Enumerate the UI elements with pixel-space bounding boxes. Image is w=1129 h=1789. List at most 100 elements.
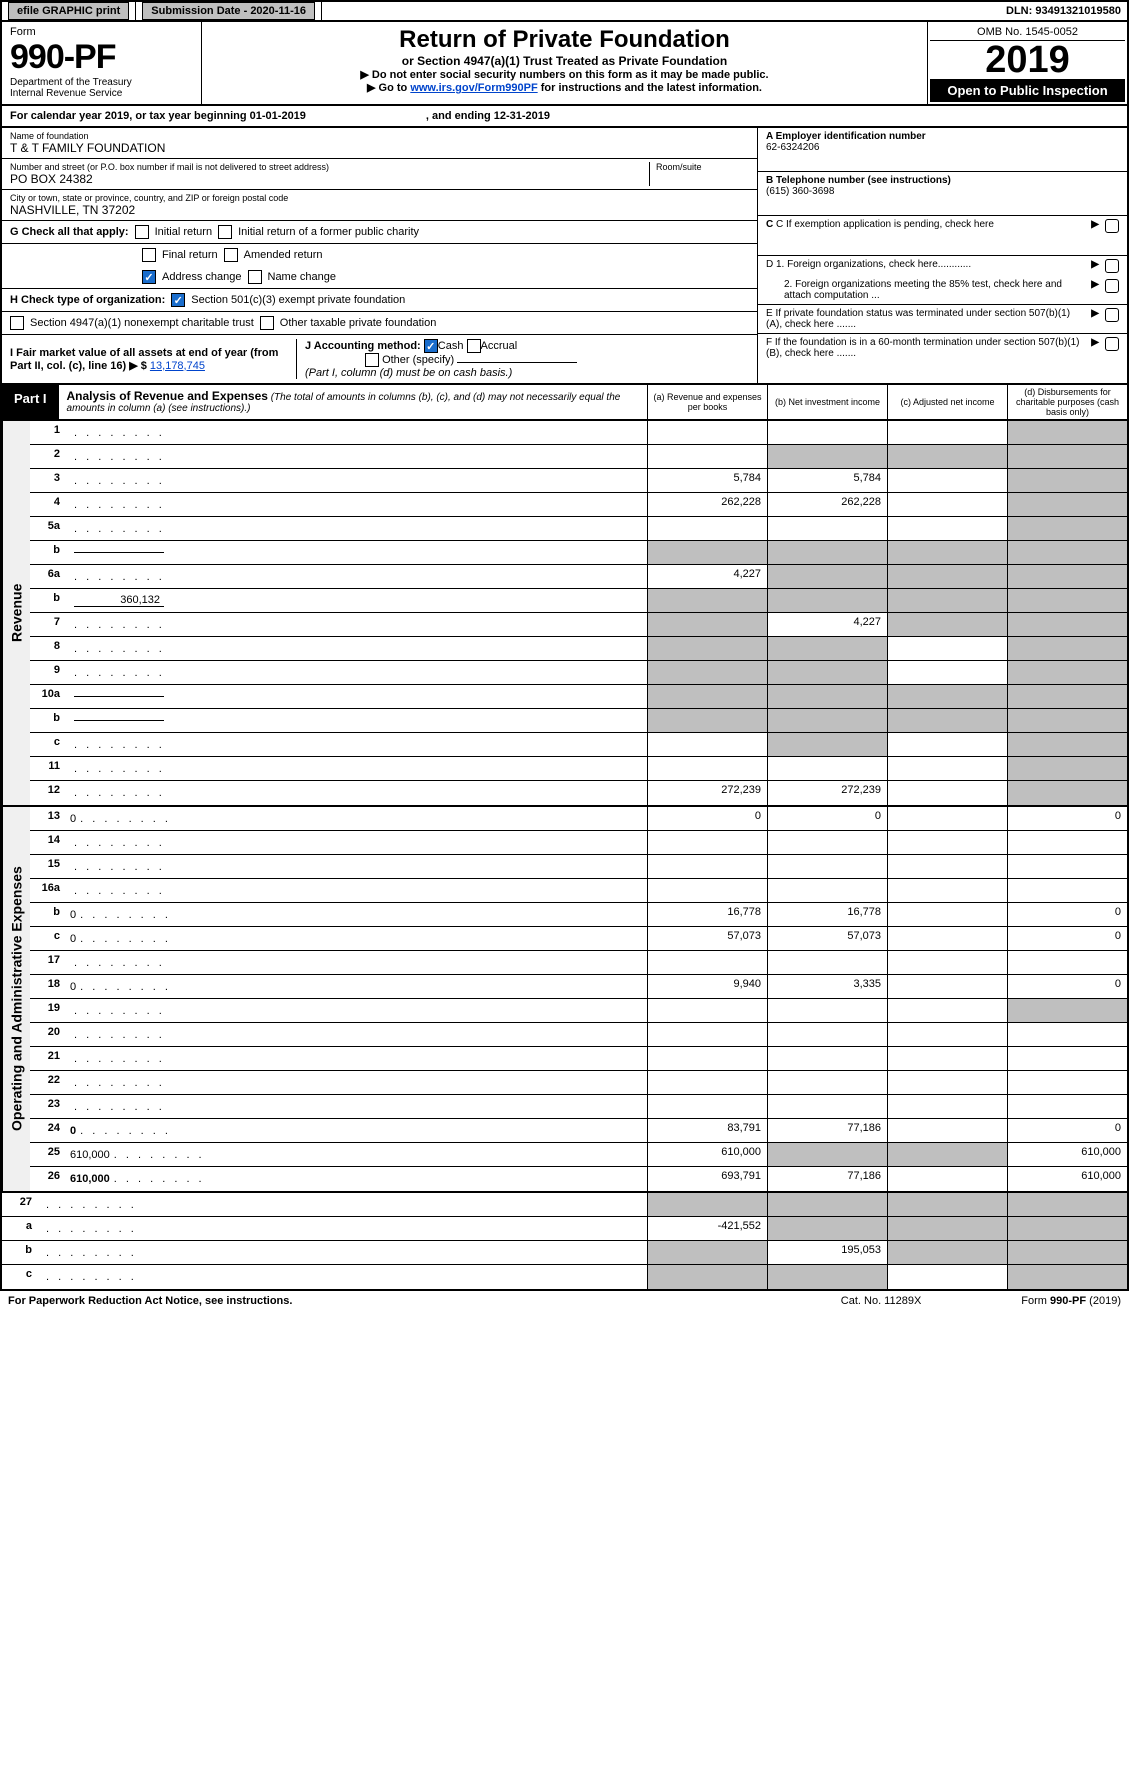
line-description: . . . . . . . . [66, 493, 647, 516]
inline-value [74, 720, 164, 721]
cell-b [767, 637, 887, 660]
efile-button[interactable]: efile GRAPHIC print [8, 2, 129, 20]
city-state-zip: NASHVILLE, TN 37202 [10, 203, 749, 217]
checkbox-d2[interactable] [1105, 279, 1119, 293]
cell-d [1007, 421, 1127, 444]
cell-c [887, 951, 1007, 974]
cell-a [647, 709, 767, 732]
checkbox-name-change[interactable] [248, 270, 262, 284]
h-checkline-2: Section 4947(a)(1) nonexempt charitable … [2, 312, 757, 335]
cell-a: 610,000 [647, 1143, 767, 1166]
line-description: 0 . . . . . . . . [66, 903, 647, 926]
cell-a [647, 421, 767, 444]
line-number: 11 [30, 757, 66, 780]
line-number: c [30, 733, 66, 756]
irs-link[interactable]: www.irs.gov/Form990PF [410, 82, 537, 94]
table-row: c . . . . . . . . [30, 733, 1127, 757]
fmv-link[interactable]: 13,178,745 [150, 360, 205, 372]
cell-b: 77,186 [767, 1167, 887, 1191]
cell-c [887, 469, 1007, 492]
line-number: 16a [30, 879, 66, 902]
table-row: 3 . . . . . . . . 5,784 5,784 [30, 469, 1127, 493]
cell-c [887, 1167, 1007, 1191]
expenses-side-label: Operating and Administrative Expenses [2, 807, 30, 1191]
line-description: . . . . . . . . [38, 1217, 647, 1240]
cell-b [767, 855, 887, 878]
form-ref: Form 990-PF (2019) [1021, 1295, 1121, 1307]
ij-row: I Fair market value of all assets at end… [2, 335, 757, 383]
line-number: 26 [30, 1167, 66, 1191]
cell-a: 5,784 [647, 469, 767, 492]
cell-d [1007, 613, 1127, 636]
cell-c [887, 1265, 1007, 1289]
table-row: 1 . . . . . . . . [30, 421, 1127, 445]
line-description: 0 . . . . . . . . [66, 1119, 647, 1142]
cell-a [647, 613, 767, 636]
line-description: . . . . . . . . [66, 1071, 647, 1094]
line-27-block: 27 . . . . . . . . a . . . . . . . . -42… [0, 1193, 1129, 1291]
checkbox-other-method[interactable] [365, 353, 379, 367]
cell-d [1007, 469, 1127, 492]
line-description: . . . . . . . . [66, 1047, 647, 1070]
line-description [66, 541, 647, 564]
form-number: 990-PF [10, 38, 193, 77]
checkbox-f[interactable] [1105, 337, 1119, 351]
cell-d [1007, 517, 1127, 540]
line-number: 17 [30, 951, 66, 974]
cell-a [647, 879, 767, 902]
checkbox-other-taxable[interactable] [260, 316, 274, 330]
checkbox-e[interactable] [1105, 308, 1119, 322]
cell-b: 272,239 [767, 781, 887, 805]
cell-d: 0 [1007, 1119, 1127, 1142]
line-description [66, 685, 647, 708]
name-row: Name of foundation T & T FAMILY FOUNDATI… [2, 128, 757, 159]
cell-d [1007, 1095, 1127, 1118]
header-right: OMB No. 1545-0052 2019 Open to Public In… [927, 22, 1127, 104]
submission-date: Submission Date - 2020-11-16 [142, 2, 315, 20]
table-row: b . . . . . . . . 195,053 [2, 1241, 1127, 1265]
checkbox-final-return[interactable] [142, 248, 156, 262]
line-number: 19 [30, 999, 66, 1022]
table-row: 7 . . . . . . . . 4,227 [30, 613, 1127, 637]
checkbox-address-change[interactable]: ✓ [142, 270, 156, 284]
cell-d [1007, 589, 1127, 612]
checkbox-d1[interactable] [1105, 259, 1119, 273]
line-description: . . . . . . . . [66, 757, 647, 780]
expenses-table: Operating and Administrative Expenses 13… [0, 807, 1129, 1193]
checkbox-4947[interactable] [10, 316, 24, 330]
line-number: b [30, 709, 66, 732]
checkbox-501c3[interactable]: ✓ [171, 293, 185, 307]
cell-d [1007, 1241, 1127, 1264]
cell-b: 3,335 [767, 975, 887, 998]
cell-d [1007, 855, 1127, 878]
table-row: 9 . . . . . . . . [30, 661, 1127, 685]
line-description: . . . . . . . . [66, 637, 647, 660]
cell-b: 5,784 [767, 469, 887, 492]
checkbox-accrual[interactable] [467, 339, 481, 353]
revenue-table: Revenue 1 . . . . . . . . 2 . . . . . . … [0, 421, 1129, 807]
line-description: 0 . . . . . . . . [66, 927, 647, 950]
line-number: 27 [2, 1193, 38, 1216]
identity-block: Name of foundation T & T FAMILY FOUNDATI… [0, 128, 1129, 385]
public-inspection: Open to Public Inspection [930, 79, 1125, 102]
line-number: 20 [30, 1023, 66, 1046]
checkbox-amended[interactable] [224, 248, 238, 262]
table-row: b 360,132 [30, 589, 1127, 613]
cell-a [647, 855, 767, 878]
cell-a: 83,791 [647, 1119, 767, 1142]
cell-d [1007, 493, 1127, 516]
checkbox-initial-former[interactable] [218, 225, 232, 239]
cell-a [647, 1047, 767, 1070]
note-ssn: ▶ Do not enter social security numbers o… [212, 68, 917, 81]
checkbox-c[interactable] [1105, 219, 1119, 233]
g-checkline-3: ✓Address change Name change [2, 266, 757, 289]
cell-d [1007, 637, 1127, 660]
table-row: 10a [30, 685, 1127, 709]
line-description: . . . . . . . . [66, 1023, 647, 1046]
checkbox-cash[interactable]: ✓ [424, 339, 438, 353]
cell-b [767, 1265, 887, 1289]
line-number: 10a [30, 685, 66, 708]
id-left: Name of foundation T & T FAMILY FOUNDATI… [2, 128, 757, 383]
checkbox-initial-return[interactable] [135, 225, 149, 239]
table-row: 6a . . . . . . . . 4,227 [30, 565, 1127, 589]
